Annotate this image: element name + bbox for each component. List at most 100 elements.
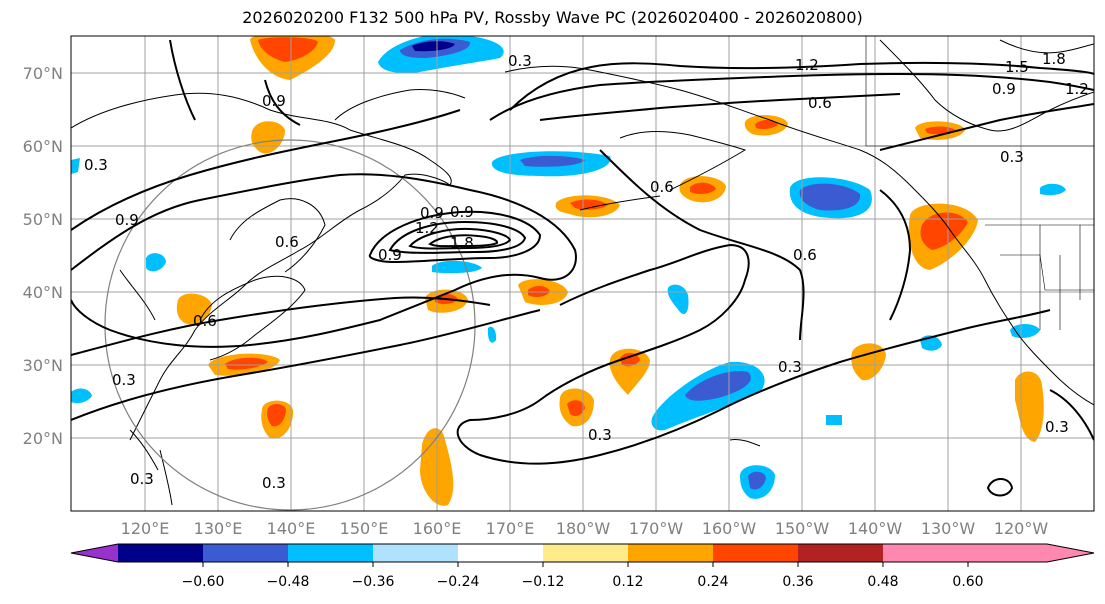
- colorbar-tick-label: 0.36: [782, 574, 813, 590]
- negative-anomaly-region: [432, 260, 482, 274]
- contour-label: 0.9: [378, 246, 402, 264]
- lon-label: 170°W: [629, 519, 684, 538]
- negative-anomaly-region: [826, 415, 842, 425]
- lat-label: 50°N: [23, 210, 63, 229]
- contour-labels: 0.3 1.2 1.5 1.8 0.9 1.2 0.6 0.9 0.3 0.9 …: [84, 50, 1089, 492]
- contour-label: 0.9: [450, 203, 474, 221]
- colorbar-swatch: [798, 544, 883, 562]
- positive-anomaly-region: [851, 343, 886, 381]
- rossby-wave-circle: [104, 139, 476, 511]
- colorbar-swatch: [543, 544, 628, 562]
- negative-anomaly-region: [487, 326, 497, 343]
- positive-anomaly-region: [690, 182, 716, 194]
- negative-anomaly-region: [71, 158, 80, 174]
- coastlines: [71, 39, 1094, 506]
- negative-anomaly-region: [748, 471, 766, 490]
- positive-anomaly-region: [570, 199, 608, 210]
- map-title: 2026020200 F132 500 hPa PV, Rossby Wave …: [242, 8, 863, 27]
- political-boundaries: [865, 36, 1094, 330]
- lon-label: 180°W: [556, 519, 611, 538]
- contour-label: 0.3: [84, 156, 108, 174]
- colorbar-tick-label: −0.24: [437, 574, 480, 590]
- colorbar-tick-label: 0.12: [612, 574, 643, 590]
- lon-label: 140°W: [848, 519, 903, 538]
- negative-anomaly-region: [799, 183, 861, 211]
- contour-label: 1.2: [795, 56, 819, 74]
- positive-anomaly-region: [920, 212, 968, 250]
- contour-label: 0.3: [1045, 418, 1069, 436]
- colorbar-swatch: [288, 544, 373, 562]
- lon-label: 150°E: [340, 519, 389, 538]
- latitude-labels: 70°N 60°N 50°N 40°N 30°N 20°N: [23, 64, 63, 448]
- contour-label: 0.3: [130, 470, 154, 488]
- colorbar-swatch: [118, 544, 203, 562]
- colorbar-swatch: [628, 544, 713, 562]
- contour-label: 0.6: [808, 94, 832, 112]
- negative-anomaly-region: [146, 253, 166, 272]
- colorbar-tick-label: −0.60: [182, 574, 225, 590]
- positive-anomaly-region: [176, 293, 212, 325]
- contour-label: 0.9: [115, 211, 139, 229]
- positive-anomaly-region: [567, 400, 585, 416]
- longitude-labels: 120°E 130°E 140°E 150°E 160°E 170°E 180°…: [121, 519, 1049, 538]
- negative-anomaly-region: [1010, 324, 1040, 338]
- negative-anomaly-region: [1040, 183, 1066, 196]
- lat-label: 60°N: [23, 137, 63, 156]
- contour-label: 0.3: [1000, 148, 1024, 166]
- positive-anomaly-region: [620, 352, 640, 367]
- contour-label: 0.9: [262, 92, 286, 110]
- negative-anomaly-region: [412, 41, 455, 52]
- negative-anomaly-region: [685, 371, 751, 401]
- pv-anomaly-fills: [71, 36, 1066, 506]
- colorbar-tick-label: −0.48: [267, 574, 310, 590]
- colorbar-tick-label: 0.60: [952, 574, 983, 590]
- contour-label: 0.3: [112, 371, 136, 389]
- colorbar-swatch: [203, 544, 288, 562]
- positive-anomaly-region: [1015, 371, 1044, 442]
- contour-label: 0.6: [275, 233, 299, 251]
- colorbar-extend-right: [968, 544, 1094, 562]
- contour-label: 0.3: [262, 474, 286, 492]
- contour-label: 0.9: [420, 204, 444, 222]
- lon-label: 140°E: [267, 519, 316, 538]
- colorbar-tick-label: 0.48: [867, 574, 898, 590]
- negative-anomaly-region: [520, 155, 585, 167]
- pv-contours: [71, 39, 1094, 497]
- lon-label: 160°E: [413, 519, 462, 538]
- negative-anomaly-region: [71, 388, 92, 404]
- positive-anomaly-region: [225, 357, 268, 370]
- lat-label: 40°N: [23, 283, 63, 302]
- lon-label: 150°W: [775, 519, 830, 538]
- colorbar-tick-label: −0.36: [352, 574, 395, 590]
- lon-label: 120°E: [121, 519, 170, 538]
- colorbar-swatch: [458, 544, 543, 562]
- contour-label: 0.3: [508, 52, 532, 70]
- contour-label: 1.8: [1042, 50, 1066, 68]
- lat-label: 30°N: [23, 356, 63, 375]
- lon-label: 160°W: [702, 519, 757, 538]
- colorbar-swatch: [373, 544, 458, 562]
- contour-label: 0.6: [193, 312, 217, 330]
- colorbar-swatch: [713, 544, 798, 562]
- colorbar-tick-label: 0.24: [697, 574, 728, 590]
- contour-label: 0.3: [778, 358, 802, 376]
- positive-anomaly-region: [267, 404, 286, 427]
- contour-label: 0.3: [588, 426, 612, 444]
- lon-label: 120°W: [994, 519, 1049, 538]
- colorbar-outline: [70, 543, 1095, 563]
- colorbar-tick-label: −0.12: [522, 574, 565, 590]
- positive-anomaly-region: [251, 121, 285, 154]
- contour-label: 0.9: [992, 80, 1016, 98]
- lat-label: 70°N: [23, 64, 63, 83]
- colorbar-swatch: [883, 544, 968, 562]
- positive-anomaly-region: [258, 37, 318, 62]
- contour-label: 1.2: [415, 219, 439, 237]
- lat-label: 20°N: [23, 429, 63, 448]
- contour-label: 1.5: [1005, 58, 1029, 76]
- lon-label: 130°W: [921, 519, 976, 538]
- map-frame: [70, 35, 1095, 512]
- contour-label: 1.8: [450, 234, 474, 252]
- lon-label: 170°E: [486, 519, 535, 538]
- positive-anomaly-region: [755, 119, 778, 129]
